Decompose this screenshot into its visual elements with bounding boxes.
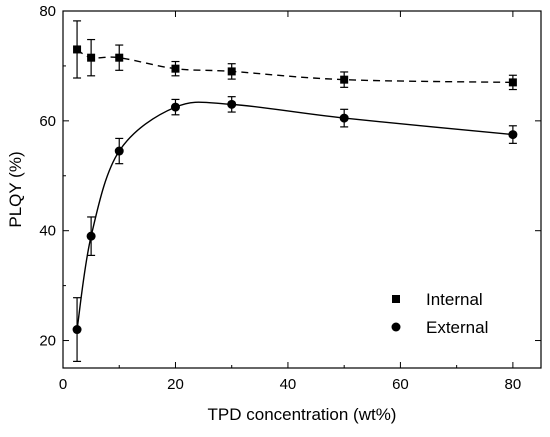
legend-marker-external [391,322,401,332]
data-point-internal [508,78,517,87]
data-point-external [72,325,82,335]
x-axis-label: TPD concentration (wt%) [208,405,397,424]
x-tick-label: 40 [280,376,297,393]
error-bars [73,20,517,363]
data-point-external [114,146,124,156]
fit-curve-internal [76,48,513,84]
x-axis-ticks: 0 20 40 60 80 [59,11,521,393]
data-point-external [227,99,237,109]
x-tick-label: 80 [505,376,522,393]
y-tick-label: 20 [39,333,56,350]
y-axis-ticks: 20 40 60 80 [39,3,541,350]
legend: Internal External [391,290,488,337]
data-point-internal [115,53,124,62]
legend-label: Internal [426,290,483,309]
data-point-external [86,231,96,241]
legend-marker-internal [392,295,400,303]
y-tick-label: 40 [39,223,56,240]
data-point-internal [73,45,82,54]
plot-frame [62,10,542,369]
y-tick-label: 80 [39,3,56,20]
data-point-external [170,102,180,112]
fit-curves [76,48,513,330]
data-markers [72,45,518,335]
x-tick-label: 60 [392,376,409,393]
data-point-internal [227,67,236,76]
x-tick-label: 0 [59,376,67,393]
y-axis-label: PLQY (%) [6,151,25,227]
data-point-internal [171,64,180,73]
x-tick-label: 20 [167,376,184,393]
data-point-external [508,130,518,140]
legend-label: External [426,318,488,337]
data-point-external [339,113,349,123]
y-tick-label: 60 [39,113,56,130]
data-point-internal [87,53,96,62]
data-point-internal [340,75,349,84]
